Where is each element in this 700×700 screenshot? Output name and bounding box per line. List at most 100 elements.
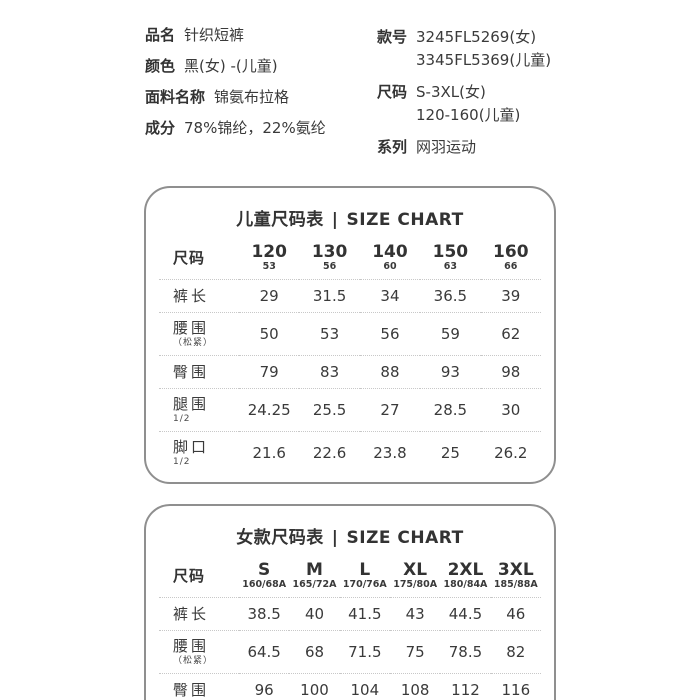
info-field-line: 3345FL5369(儿童) <box>416 51 552 69</box>
size-column-main: 120 <box>251 242 287 262</box>
measurement-value: 38.5 <box>247 605 281 623</box>
size-table: 尺码 120 53 130 56 140 60 150 63 160 66 裤长 29 31.5 34 36.… <box>159 236 541 474</box>
measurement-value: 24.25 <box>247 401 291 419</box>
measurement-value: 82 <box>506 643 526 661</box>
measurement-value: 21.6 <box>252 444 286 462</box>
info-field: 款号 3245FL5269(女) 3345FL5369(儿童) <box>377 26 559 72</box>
measurement-value: 27 <box>380 401 400 419</box>
measurement-label-main: 臀围 <box>173 362 210 381</box>
info-field: 成分 78%锦纶，22%氨纶 <box>145 119 377 137</box>
size-column-sub: 180/84A <box>443 579 488 590</box>
chart-title-divider: | <box>331 210 339 230</box>
info-field-label: 颜色 <box>145 57 176 75</box>
measurement-value: 44.5 <box>448 605 483 623</box>
info-field-value: 3245FL5269(女) 3345FL5369(儿童) <box>416 26 551 72</box>
measurement-row: 腰围 （松紧） 64.5 68 71.5 75 78.5 82 <box>159 630 541 674</box>
measurement-label: 裤长 <box>159 598 239 631</box>
info-field-label: 品名 <box>145 26 176 44</box>
measurement-label: 脚口 1/2 <box>159 432 239 475</box>
size-column-main: XL <box>403 560 428 580</box>
size-column-sub: 53 <box>262 261 276 272</box>
measurement-value: 53 <box>320 325 340 343</box>
size-column-sub: 160/68A <box>242 579 287 590</box>
size-column-sub: 60 <box>383 261 397 272</box>
measurement-label-sub: （松紧） <box>173 656 214 666</box>
measurement-label-main: 裤长 <box>173 604 210 623</box>
size-column-header: 150 63 <box>420 236 480 280</box>
measurement-label: 腿围 1/2 <box>159 389 239 432</box>
size-column-sub: 175/80A <box>393 579 438 590</box>
measurement-label-main: 脚口 <box>173 438 210 456</box>
size-column-sub: 66 <box>504 261 518 272</box>
measurement-label-sub: 1/2 <box>173 457 191 467</box>
measurement-label: 臀围 <box>159 356 239 389</box>
size-column-main: S <box>258 560 271 580</box>
info-field-value: 78%锦纶，22%氨纶 <box>184 119 326 137</box>
measurement-value: 22.6 <box>312 444 347 462</box>
info-field: 面料名称 锦氨布拉格 <box>145 88 377 106</box>
info-field-label: 款号 <box>377 28 408 46</box>
size-column-main: 160 <box>493 242 529 262</box>
measurement-label-main: 裤长 <box>173 286 210 305</box>
measurement-label: 臀围 <box>159 674 239 700</box>
info-field-line: 针织短裤 <box>184 26 245 44</box>
size-column-sub: 170/76A <box>342 579 387 590</box>
measurement-value: 25 <box>440 444 460 462</box>
info-field-value: 黑(女) -(儿童) <box>184 57 278 75</box>
measurement-value: 100 <box>300 681 329 699</box>
measurement-value: 29 <box>259 287 279 305</box>
size-header-label: 尺码 <box>173 567 206 585</box>
measurement-label: 腰围 （松紧） <box>159 313 239 356</box>
info-field: 颜色 黑(女) -(儿童) <box>145 57 377 75</box>
chart-title-cn: 儿童尺码表 <box>236 210 324 230</box>
size-column-main: 2XL <box>447 560 484 580</box>
measurement-row: 腰围 （松紧） 50 53 56 59 62 <box>159 312 541 356</box>
size-column-header: 2XL 180/84A <box>440 554 490 598</box>
size-table: 尺码 S 160/68A M 165/72A L 170/76A XL 175/80A 2XL 18… <box>159 554 541 700</box>
info-field: 尺码 S-3XL(女) 120-160(儿童) <box>377 81 559 127</box>
measurement-value: 30 <box>501 401 521 419</box>
size-column-header: 3XL 185/88A <box>491 554 541 598</box>
info-field-line: 黑(女) -(儿童) <box>184 57 278 75</box>
size-column-header: 130 56 <box>299 236 359 280</box>
info-field-value: 网羽运动 <box>416 136 476 159</box>
measurement-value: 71.5 <box>348 643 382 661</box>
measurement-value: 25.5 <box>312 401 347 419</box>
kids-size-chart-card: 儿童尺码表 | SIZE CHART 尺码 120 53 130 56 140 60 150 63 16… <box>144 186 556 484</box>
size-column-sub: 185/88A <box>493 579 538 590</box>
measurement-row: 裤长 38.5 40 41.5 43 44.5 46 <box>159 598 541 631</box>
measurement-row: 臀围 79 83 88 93 98 <box>159 355 541 389</box>
measurement-label-sub: 1/2 <box>173 414 191 424</box>
chart-title: 儿童尺码表 | SIZE CHART <box>159 198 541 236</box>
size-column-main: 3XL <box>497 560 534 580</box>
info-field-line: 120-160(儿童) <box>416 106 521 124</box>
size-column-header: XL 175/80A <box>390 554 440 598</box>
product-info-right: 款号 3245FL5269(女) 3345FL5369(儿童) 尺码 S-3XL(女) 1… <box>377 26 559 168</box>
size-column-main: 140 <box>372 242 408 262</box>
size-column-header: 140 60 <box>360 236 420 280</box>
measurement-value: 104 <box>350 681 380 699</box>
info-field-line: 网羽运动 <box>416 138 477 156</box>
size-column-main: M <box>306 560 323 580</box>
measurement-value: 56 <box>380 325 400 343</box>
measurement-value: 41.5 <box>348 605 382 623</box>
info-field-line: 3245FL5269(女) <box>416 28 537 46</box>
measurement-value: 98 <box>501 363 521 381</box>
measurement-label-sub: （松紧） <box>173 338 214 348</box>
measurement-label-main: 腿围 <box>173 395 210 413</box>
measurement-value: 108 <box>400 681 430 699</box>
measurement-value: 62 <box>501 325 521 343</box>
info-field: 品名 针织短裤 <box>145 26 377 44</box>
chart-title-en: SIZE CHART <box>346 210 464 230</box>
women-size-chart-card: 女款尺码表 | SIZE CHART 尺码 S 160/68A M 165/72A L 170/7… <box>144 504 556 700</box>
measurement-value: 79 <box>259 363 279 381</box>
chart-title-cn: 女款尺码表 <box>236 528 324 548</box>
measurement-label-main: 腰围 <box>173 637 210 655</box>
info-field-label: 面料名称 <box>145 88 206 106</box>
info-field: 系列 网羽运动 <box>377 136 559 159</box>
product-info-section: 品名 针织短裤 颜色 黑(女) -(儿童) 面料名称 锦氨布拉格 成分 78%锦纶，22%氨纶… <box>141 26 559 168</box>
info-field-label: 尺码 <box>377 83 408 101</box>
measurement-row: 脚口 1/2 21.6 22.6 23.8 25 26.2 <box>159 431 541 475</box>
size-column-sub: 165/72A <box>292 579 337 590</box>
measurement-label-main: 臀围 <box>173 680 210 699</box>
